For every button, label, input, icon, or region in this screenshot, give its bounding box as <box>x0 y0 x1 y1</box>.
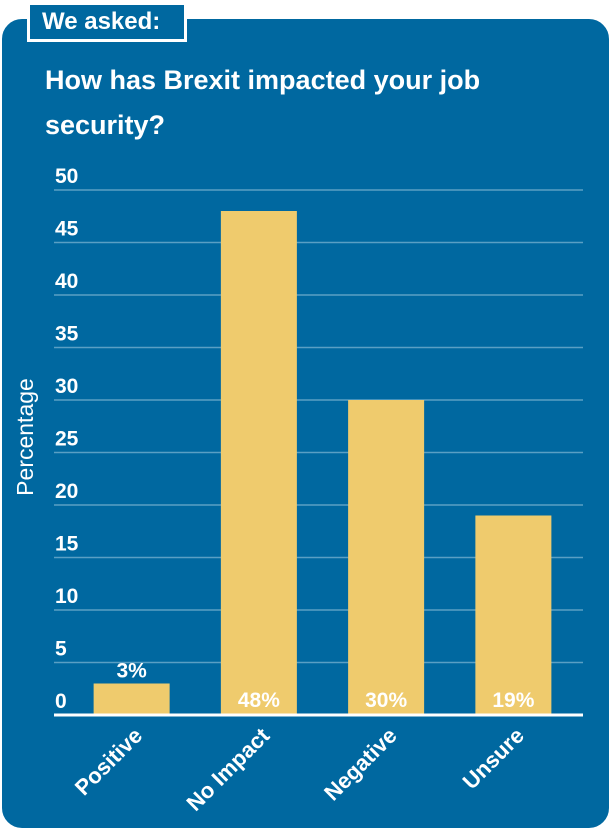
y-tick-label: 5 <box>55 638 67 661</box>
y-tick-label: 30 <box>55 375 78 398</box>
y-tick-label: 15 <box>55 533 79 556</box>
bar-negative <box>348 400 425 715</box>
data-label: 3% <box>116 660 147 683</box>
y-tick-label: 25 <box>55 428 79 451</box>
y-tick-label: 45 <box>55 218 79 241</box>
data-label: 19% <box>492 689 534 712</box>
y-tick-labels: 0 5 10 15 20 25 30 35 40 45 50 <box>55 165 79 713</box>
y-tick-label: 20 <box>55 480 78 503</box>
category-labels: Positive No Impact Negative Unsure <box>70 722 529 815</box>
data-label: 48% <box>238 689 280 712</box>
y-axis-label: Percentage <box>12 378 38 496</box>
y-tick-label: 0 <box>55 690 67 713</box>
y-tick-label: 40 <box>55 270 78 293</box>
bars <box>93 211 552 715</box>
category-label: Positive <box>70 723 147 800</box>
question-title: How has Brexit impacted your job securit… <box>45 65 481 140</box>
y-tick-label: 10 <box>55 585 78 608</box>
data-labels: 3% 48% 30% 19% <box>116 660 534 713</box>
bar-no-impact <box>220 211 297 715</box>
data-label: 30% <box>365 689 407 712</box>
bar-positive <box>93 683 170 715</box>
y-tick-label: 50 <box>55 165 78 188</box>
category-label: Negative <box>319 723 402 806</box>
category-label: Unsure <box>458 723 529 794</box>
gridlines <box>54 189 583 664</box>
bar-unsure <box>475 515 552 715</box>
y-tick-label: 35 <box>55 323 79 346</box>
category-label: No Impact <box>182 722 275 815</box>
we-asked-badge: We asked: <box>27 2 187 42</box>
